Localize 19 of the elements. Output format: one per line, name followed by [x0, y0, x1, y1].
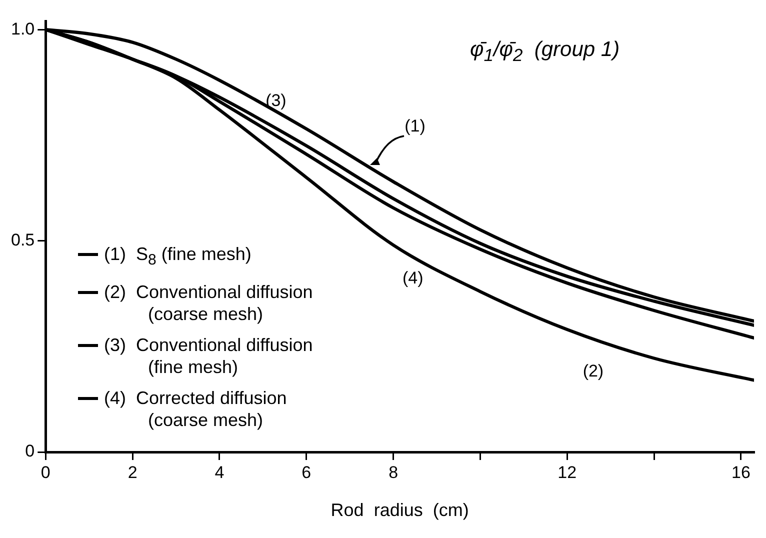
y-tick-label: 0 — [25, 442, 35, 461]
annotation: (1) — [404, 116, 426, 136]
x-tick-label: 2 — [128, 462, 138, 482]
annotation: (4) — [402, 268, 424, 288]
annotation: (2) — [582, 361, 604, 380]
legend-label: (1) S$_{8}$ (fine mesh) — [104, 243, 252, 271]
x-tick-label: 16 — [732, 462, 750, 482]
y-tick-label: 0.5 — [10, 230, 35, 250]
legend-label: (4) Corrected diffusion (coarse mesh) — [104, 387, 288, 431]
y-tick-label: 1.0 — [10, 19, 35, 38]
x-tick-label: 0 — [40, 462, 50, 482]
x-tick-label: 8 — [388, 462, 398, 482]
text: φ̄$_{1}$/φ̄$_{2}$ (group 1) — [470, 38, 620, 66]
x-tick-label: 12 — [558, 462, 577, 482]
legend-label: (2) Conventional diffusion (coarse mesh) — [104, 281, 314, 325]
x-tick-label: 4 — [214, 462, 224, 482]
x-axis-title: Rod radius (cm) — [330, 500, 469, 520]
legend-label: (3) Conventional diffusion (fine mesh) — [104, 334, 314, 378]
x-tick-label: 6 — [302, 462, 312, 482]
